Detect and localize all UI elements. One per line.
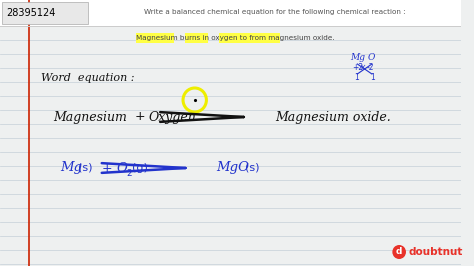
FancyBboxPatch shape [219,32,280,43]
FancyBboxPatch shape [185,32,208,43]
Text: Magnesium oxide.: Magnesium oxide. [275,110,391,123]
Text: Magnesium: Magnesium [54,110,128,123]
Text: 1: 1 [355,73,359,82]
Text: ×: × [360,64,366,73]
FancyBboxPatch shape [2,2,88,24]
Circle shape [392,245,406,259]
Text: (s): (s) [246,163,260,173]
Text: O: O [368,53,375,63]
Text: 28395124: 28395124 [6,8,55,18]
Text: Write a balanced chemical equation for the following chemical reaction :: Write a balanced chemical equation for t… [144,9,406,15]
Text: Mg: Mg [60,161,82,174]
Text: +: + [134,110,145,123]
FancyBboxPatch shape [0,0,462,26]
Text: O: O [117,161,128,174]
FancyBboxPatch shape [136,32,174,43]
Text: (s): (s) [78,163,92,173]
Text: +: + [101,161,112,174]
Text: 2: 2 [127,168,132,177]
Text: +2: +2 [353,64,364,73]
Text: -2: -2 [367,64,374,73]
Text: 1: 1 [370,73,375,82]
Text: d: d [396,247,402,256]
Text: Word  equation :: Word equation : [41,73,135,83]
Text: Magnesium burns in oxygen to from magnesium oxide.: Magnesium burns in oxygen to from magnes… [137,35,335,41]
Text: Mg: Mg [350,53,365,63]
Text: MgO: MgO [216,161,249,174]
Text: doubtnut: doubtnut [409,247,463,257]
Text: (g): (g) [132,163,148,173]
Text: Oxygen: Oxygen [149,110,197,123]
